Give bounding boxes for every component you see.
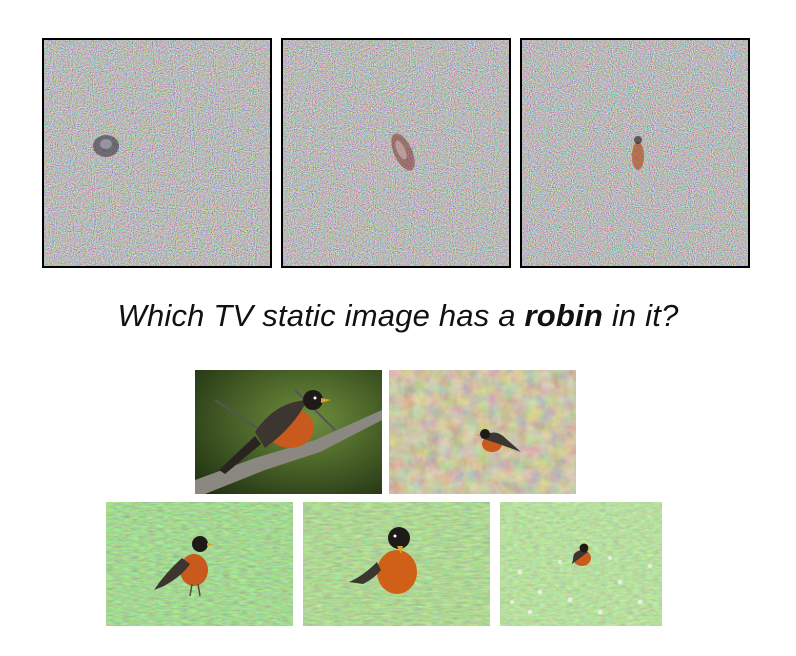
hidden-blob-3 (632, 142, 644, 170)
robin-photo-2-image (389, 370, 576, 494)
tv-static-canvas-3 (522, 40, 748, 266)
robin-photo-3-image (106, 502, 293, 626)
robin-photo-2[interactable] (389, 370, 576, 494)
hidden-blob-2 (391, 133, 415, 171)
noise-panels-row (42, 38, 754, 270)
robin-photo-4-image (303, 502, 490, 626)
question-emphasis: robin (524, 298, 604, 333)
tv-static-image-3[interactable] (520, 38, 750, 268)
robin-photo-4[interactable] (303, 502, 490, 626)
robin-photo-5[interactable] (500, 502, 662, 626)
tv-static-canvas-1 (44, 40, 270, 266)
tv-static-canvas-2 (283, 40, 509, 266)
robin-photo-1[interactable] (195, 370, 382, 494)
robin-photo-1-image (195, 370, 382, 494)
question-suffix: in it? (603, 298, 679, 333)
tv-static-image-1[interactable] (42, 38, 272, 268)
hidden-blob-1 (93, 135, 119, 157)
robin-photo-5-image (500, 502, 662, 626)
question-text: Which TV static image has a robin in it? (0, 298, 796, 334)
question-prefix: Which TV static image has a (117, 298, 525, 333)
robin-photo-3[interactable] (106, 502, 293, 626)
tv-static-image-2[interactable] (281, 38, 511, 268)
